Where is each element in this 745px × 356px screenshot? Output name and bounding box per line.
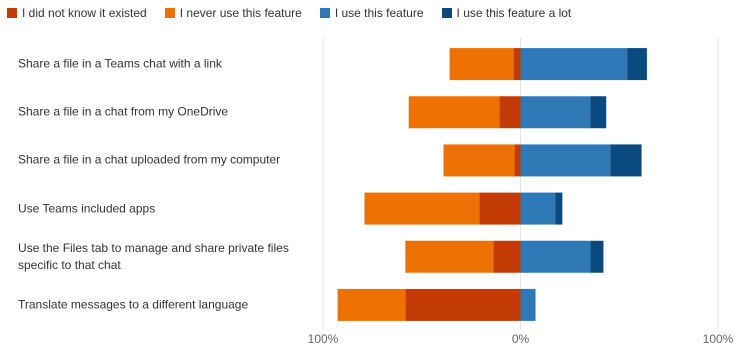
bar-segment [555, 192, 563, 225]
category-label: Use Teams included apps [18, 201, 156, 216]
x-tick-label: 100% [308, 332, 339, 346]
legend-item: I use this feature [319, 6, 424, 20]
legend-item: I use this feature a lot [441, 6, 572, 20]
category-label: Share a file in a chat uploaded from my … [18, 152, 281, 167]
bar-segment [364, 192, 480, 225]
bar-segment [520, 192, 556, 225]
bar-segment [590, 240, 604, 273]
bar-segment [499, 96, 521, 129]
legend-swatch [441, 8, 452, 18]
bar-segment [337, 288, 406, 321]
legend-label: I use this feature [334, 6, 424, 20]
bar-segment [443, 144, 515, 177]
legend-swatch [7, 8, 17, 18]
x-tick-label: 100% [703, 332, 734, 346]
bar-segment [520, 288, 536, 321]
legend: I did not know it existed I never use thi… [7, 6, 571, 20]
bar-segment [493, 240, 521, 273]
bar-segment [479, 192, 521, 225]
legend-item: I never use this feature [164, 6, 302, 20]
bar-segment [520, 144, 611, 177]
legend-label: I use this feature a lot [456, 6, 572, 20]
legend-swatch [319, 8, 330, 18]
bar-segment [405, 288, 521, 321]
bar-segment [405, 240, 494, 273]
bar-segment [513, 48, 521, 81]
bar-segment [520, 240, 591, 273]
category-label: Share a file in a Teams chat with a link [18, 56, 222, 71]
category-label: Translate messages to a different langua… [18, 297, 249, 312]
legend-label: I never use this feature [179, 6, 302, 20]
bar-segment [514, 144, 521, 177]
category-label: Use the Files tab to manage and share pr… [18, 240, 289, 272]
bar-segment [590, 96, 607, 129]
bar-segment [520, 96, 591, 129]
legend-label: I did not know it existed [22, 6, 147, 20]
bar-segment [408, 96, 500, 129]
bar-segment [627, 48, 647, 81]
x-tick-label: 0% [512, 332, 530, 346]
legend-item: I did not know it existed [7, 6, 147, 20]
bar-segment [520, 48, 628, 81]
legend-swatch [164, 8, 175, 18]
category-label: Share a file in a chat from my OneDrive [18, 104, 229, 119]
bar-segment [449, 48, 514, 81]
bar-segment [610, 144, 642, 177]
